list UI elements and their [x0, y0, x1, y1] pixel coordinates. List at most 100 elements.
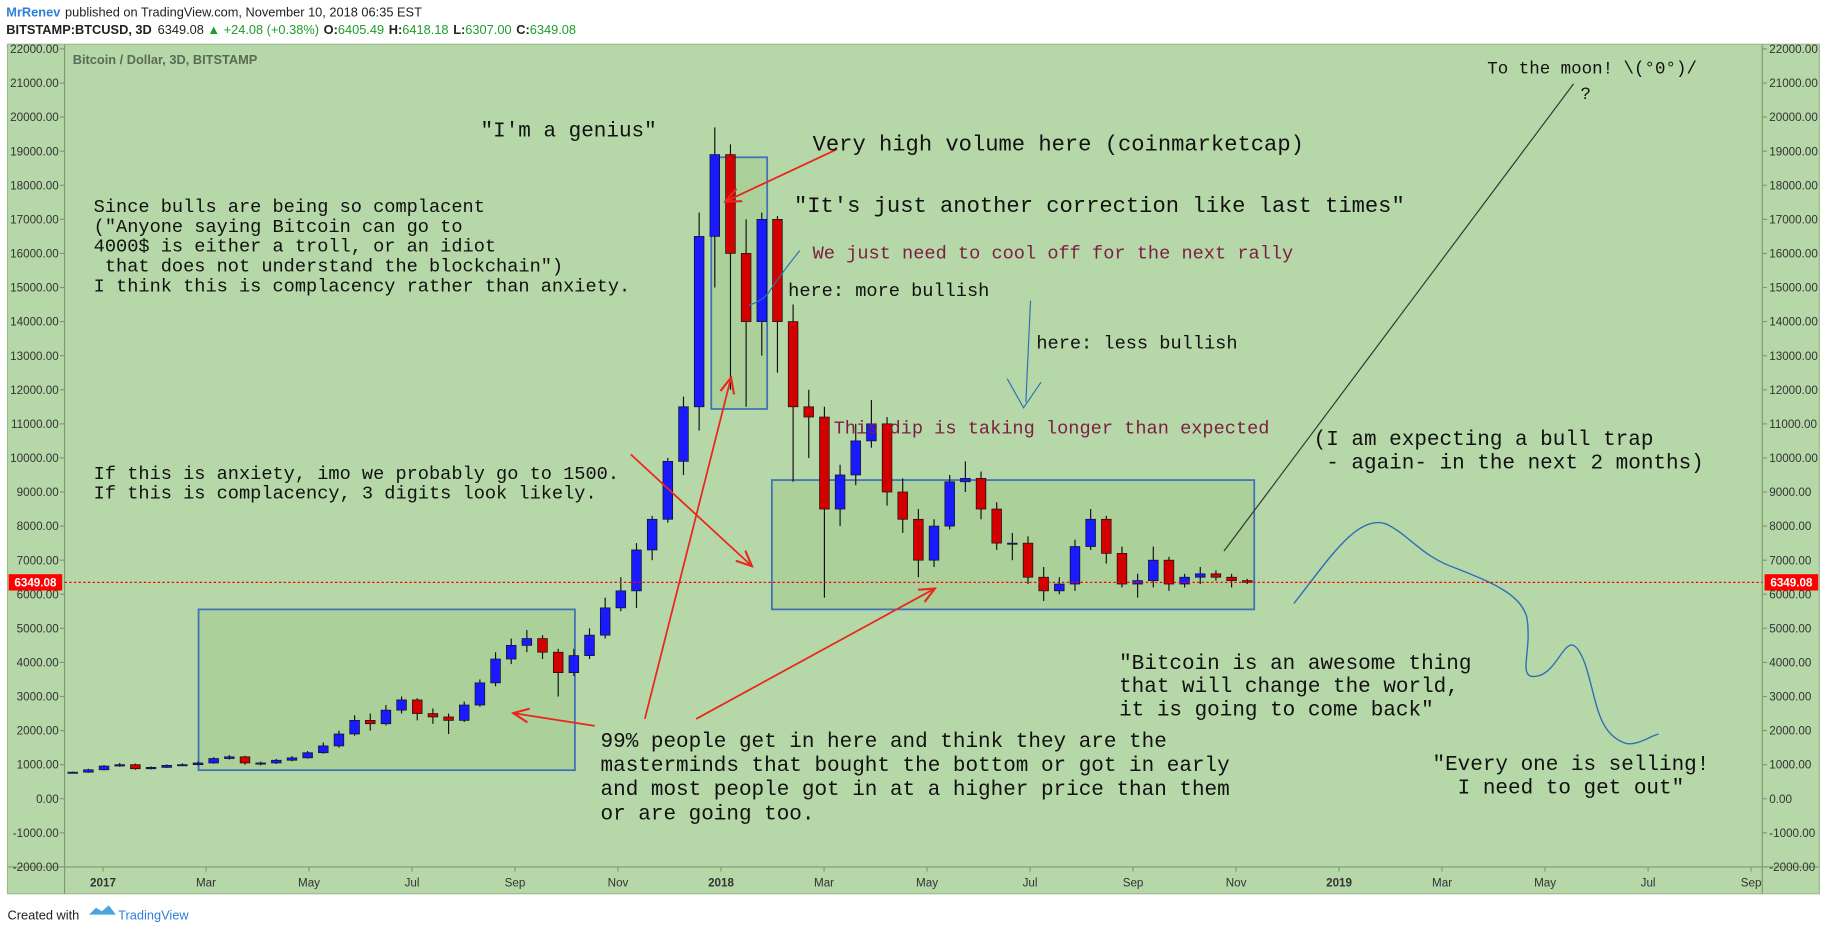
annotation: We just need to cool off for the next ra… [813, 243, 1294, 265]
candle-body [568, 655, 580, 673]
y-tick-label: 8000.00 [1769, 520, 1812, 533]
annotation: "Every one is selling! I need to get out… [1433, 754, 1710, 800]
y-tick-label: 18000.00 [10, 179, 59, 192]
candle-body [787, 321, 799, 408]
ohlc-value: 6405.49 [338, 22, 384, 37]
annotation-line: ? [1580, 85, 1590, 105]
annotation-line: that does not understand the blockchain"… [94, 255, 563, 277]
annotation-line: that will change the world, [1119, 676, 1459, 699]
annotation-line: I think this is complacency rather than … [94, 275, 631, 297]
price-label-box [8, 574, 63, 591]
y-tick-label: 17000.00 [10, 213, 59, 226]
box [197, 608, 576, 772]
candle-body [145, 767, 157, 770]
candles [67, 127, 1253, 774]
candle-body [130, 764, 141, 770]
pen-stroke [748, 250, 801, 306]
candle-body [552, 651, 564, 673]
y-tick-label: 12000.00 [10, 384, 59, 397]
y-tick-label: 4000.00 [1769, 656, 1812, 669]
chart-title: Bitcoin / Dollar, 3D, BITSTAMP [73, 52, 258, 67]
ohlc-key: H: [389, 22, 403, 37]
box [770, 479, 1256, 611]
y-tick-label: 10000.00 [1769, 452, 1818, 465]
annotation-line: here: less bullish [1036, 332, 1237, 354]
y-tick-label: 2000.00 [17, 725, 60, 738]
annotation-line: "Bitcoin is an awesome thing [1119, 653, 1471, 676]
y-tick-label: 3000.00 [1769, 691, 1812, 704]
annotation-line: 99% people get in here and think they ar… [601, 731, 1167, 754]
y-tick-label: 13000.00 [10, 350, 59, 363]
y-tick-label: 0.00 [36, 793, 59, 806]
x-tick-label: Mar [814, 877, 834, 890]
header-line-1: MrRenev published on TradingView.com, Nov… [6, 4, 422, 19]
y-tick-label: 20000.00 [10, 111, 59, 124]
annotation: Very high volume here (coinmarketcap) [813, 132, 1304, 157]
annotation: To the moon! \(°0°)/? [1487, 59, 1697, 105]
annotation-line: masterminds that bought the bottom or go… [601, 755, 1230, 778]
y-tick-label: 5000.00 [17, 622, 60, 635]
annotation: here: more bullish [788, 280, 989, 302]
annotation: "I'm a genius" [481, 120, 657, 143]
candle-body [709, 154, 721, 237]
candle-body [678, 406, 689, 462]
candle-body [114, 764, 125, 767]
candle-body [427, 713, 439, 718]
annotation-line: "Every one is selling! [1433, 754, 1710, 777]
candle-body [83, 769, 94, 773]
candle-body [881, 423, 893, 493]
x-tick-label: Jul [1023, 877, 1038, 890]
candle-body [1195, 573, 1206, 578]
candle-body [1085, 518, 1096, 547]
ohlc-value: 6349.08 [530, 22, 576, 37]
y-tick-label: -1000.00 [13, 827, 59, 840]
y-tick-label: 6000.00 [1769, 588, 1812, 601]
y-tick-label: 14000.00 [10, 316, 59, 329]
candle-body [490, 658, 501, 684]
brand[interactable]: TradingView [118, 907, 189, 922]
annotation-line: (I am expecting a bull trap [1314, 429, 1654, 452]
x-tick-label: Sep [1741, 877, 1762, 890]
annotation-line: it is going to come back" [1119, 699, 1434, 722]
y-tick-label: 22000.00 [1769, 43, 1818, 56]
annotation: If this is anxiety, imo we probably go t… [94, 463, 619, 505]
y-tick-label: 7000.00 [17, 554, 60, 567]
candle-body [98, 765, 110, 771]
annotation-line: "I'm a genius" [481, 120, 657, 143]
y-tick-label: 9000.00 [17, 486, 60, 499]
annotation-line: 4000$ is either a troll, or an idiot [94, 236, 496, 258]
annotation-line: ("Anyone saying Bitcoin can go to [94, 216, 463, 238]
annotation-line: or are going too. [601, 803, 815, 826]
annotation-line: If this is complacency, 3 digits look li… [94, 483, 597, 505]
annotation: here: less bullish [1036, 332, 1237, 354]
candle-body [412, 699, 423, 714]
candle-body [740, 253, 752, 322]
y-tick-label: 17000.00 [1769, 213, 1818, 226]
annotation: This dip is taking longer than expected [834, 417, 1270, 439]
arrow [630, 453, 752, 566]
candle-body [1210, 573, 1222, 578]
drawing-boxes [197, 156, 1256, 772]
candle-body [1163, 559, 1175, 585]
candle-body [646, 518, 658, 551]
last-price: 6349.08 [158, 22, 204, 37]
candle-body [224, 756, 235, 759]
header-line-2: BITSTAMP:BTCUSD, 3D 6349.08 ▲ +24.08 (+0.3… [6, 22, 576, 37]
x-tick-label: Jul [405, 877, 420, 890]
author[interactable]: MrRenev [6, 4, 61, 19]
y-tick-label: 18000.00 [1769, 179, 1818, 192]
price-label: 6349.08 [1770, 576, 1813, 589]
drawings [513, 83, 1659, 745]
candle-body [380, 709, 392, 725]
candle-body [928, 525, 940, 561]
candle-body [834, 474, 846, 510]
y-tick-label: -2000.00 [1769, 861, 1815, 874]
y-tick-label: 0.00 [1769, 793, 1792, 806]
ohlc-key: O: [324, 22, 338, 37]
y-tick-label: -1000.00 [1769, 827, 1815, 840]
y-tick-label: 1000.00 [1769, 759, 1812, 772]
candle-body [1038, 576, 1049, 592]
annotation: "Bitcoin is an awesome thing that will ch… [1119, 653, 1471, 723]
x-tick-label: Sep [1123, 877, 1144, 890]
